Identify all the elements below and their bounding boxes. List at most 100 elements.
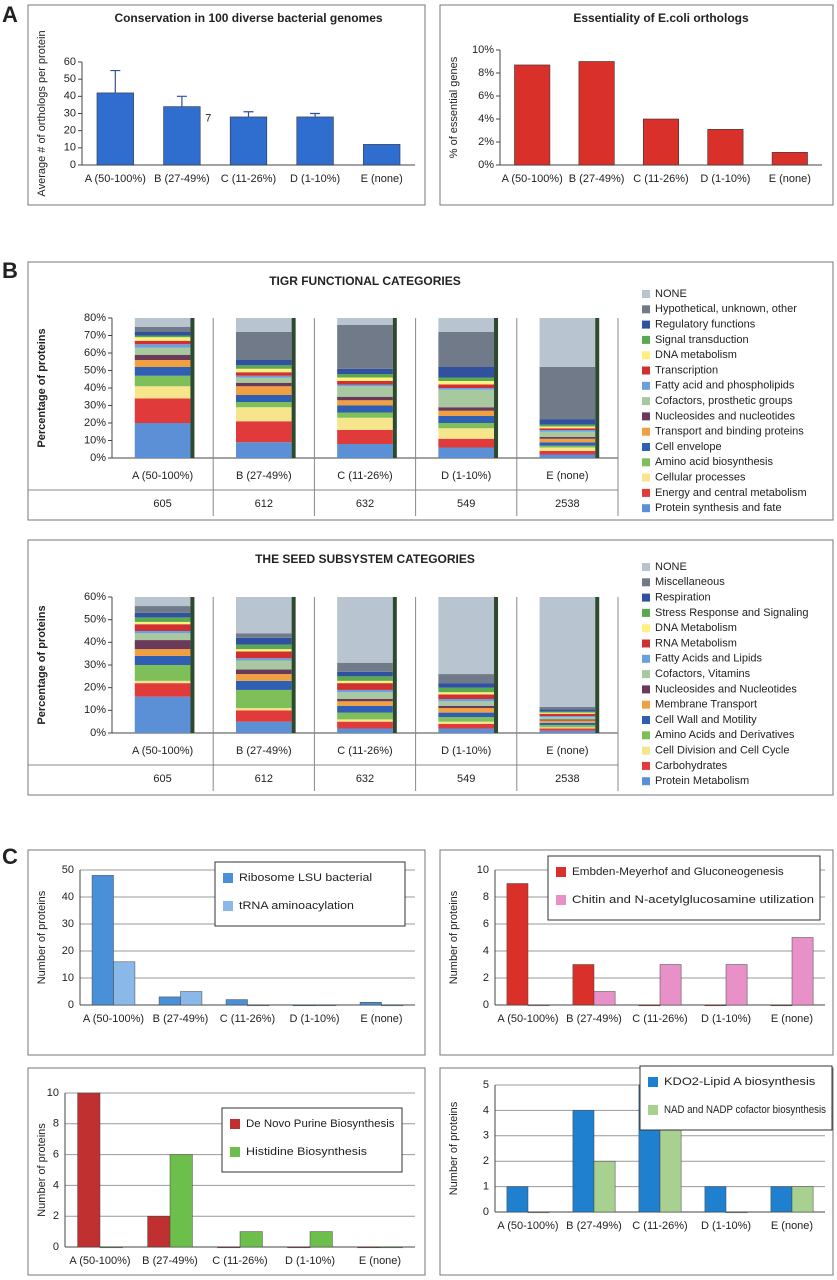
bar-segment [134,337,191,341]
bar-segment [337,368,393,374]
chart-frame [27,261,834,521]
bar-segment [438,407,495,411]
bar-segment [134,375,191,387]
chart-frame [27,1067,426,1276]
bar-segment [134,340,191,345]
bar-segment [438,728,495,733]
bar-segment [235,669,292,675]
bar-side [291,318,296,458]
chart-title: TIGR FUNCTIONAL CATEGORIES [269,274,461,288]
bar-segment [337,430,393,444]
legend-label: De Novo Purine Biosynthesis [246,1118,395,1130]
x-tick-label: D (1-10%) [700,173,750,185]
bar [91,875,114,1006]
x-tick-label: C (11-26%) [212,1255,267,1267]
legend-label: Membrane Transport [655,699,757,711]
y-tick-label: 30 [62,918,74,930]
bar [363,144,401,166]
bar [572,1110,595,1213]
bar [359,1002,382,1006]
legend-swatch [642,397,650,406]
legend-swatch [642,305,650,314]
y-tick-label: 2 [483,1155,489,1167]
legend-label: Chitin and N-acetylglucosamine utilizati… [572,894,814,906]
bar-side [595,597,600,733]
bar-segment [438,721,495,724]
bar-segment [539,451,596,455]
count-label: 632 [356,498,374,510]
y-tick-label: 20 [62,945,74,957]
bar-segment [337,396,393,401]
y-tick-label: 0 [53,1241,59,1253]
legend-swatch [642,654,650,663]
legend-label: Hypothetical, unknown, other [655,303,797,315]
y-tick-label: 0% [478,159,494,171]
legend-label: DNA metabolism [655,349,737,361]
bar-segment [438,687,495,693]
legend-swatch [556,895,566,905]
count-label: 549 [457,498,475,510]
x-tick-label: D (1-10%) [285,1255,335,1267]
bar-segment [337,374,393,378]
bar-segment [134,683,191,697]
legend-label: Signal transduction [655,334,749,346]
bar-segment [438,423,495,429]
x-tick-label: E (none) [361,173,403,185]
bar-segment [235,402,292,408]
legend-label: Embden-Meyerhof and Gluconeogenesis [572,866,784,878]
y-tick-label: 50 [62,864,74,876]
legend-label: Cofactors, Vitamins [655,668,751,680]
panel-label: A [2,2,18,27]
bar-segment [539,730,596,733]
bar-segment [337,377,393,381]
legend-swatch [642,488,650,497]
bar [309,1231,333,1248]
legend-swatch [223,873,233,883]
y-axis-label: % of essential genes [448,56,460,158]
y-tick-label: 50% [84,614,106,626]
bar-segment [337,662,393,672]
bar-segment [337,405,393,413]
y-tick-label: 70% [84,329,106,341]
legend-label: Amino acid biosynthesis [655,456,774,468]
bar-segment [337,705,393,713]
bar-segment [235,368,292,373]
bar-segment [235,318,292,332]
bar [296,116,334,166]
count-label: 549 [457,773,475,785]
count-label: 2538 [555,773,579,785]
bar [514,64,551,166]
x-tick-label: D (1-10%) [441,745,491,757]
bar-segment [134,617,191,622]
y-tick-label: 10% [84,704,106,716]
bar [99,1246,123,1249]
bar-segment [438,692,495,695]
y-tick-label: 1 [483,1181,489,1193]
y-tick-label: 0 [68,999,74,1011]
bar-segment [134,631,191,634]
y-tick-label: 30% [84,659,106,671]
bar-segment [235,660,292,670]
bar-segment [235,407,292,422]
bar-segment [235,421,292,443]
bar-segment [235,386,292,395]
legend-swatch [642,351,650,360]
legend-label: RNA Metabolism [655,637,737,649]
y-tick-label: 40% [84,382,106,394]
x-tick-label: B (27-49%) [236,470,292,482]
count-label: 612 [255,773,273,785]
y-tick-label: 10% [472,44,494,56]
legend-label: Cell envelope [655,441,722,453]
bar-segment [235,708,292,711]
legend-swatch [642,700,650,709]
bar-segment [337,444,393,458]
bar-segment [438,384,495,388]
legend-label: Histidine Biosynthesis [246,1146,368,1158]
y-tick-label: 10 [62,972,74,984]
bar [381,1004,404,1007]
bar-segment [337,318,393,325]
legend-label: Fatty Acids and Lipids [655,653,763,665]
bar-segment [235,332,292,360]
bar-segment [539,445,596,448]
bar [791,937,814,1006]
